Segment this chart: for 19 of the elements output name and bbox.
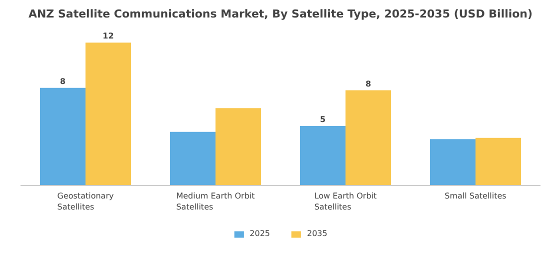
bar	[476, 138, 521, 186]
data-label: 12	[102, 32, 114, 41]
x-tick-label: Low Earth Orbit Satellites	[314, 192, 377, 212]
bar	[170, 132, 216, 186]
legend-label: 2035	[307, 229, 328, 238]
data-label: 8	[60, 76, 66, 86]
bar	[216, 108, 261, 186]
legend-label: 2025	[250, 229, 270, 238]
x-tick-label: Geostationary Satellites	[57, 192, 114, 212]
x-tick-label: Small Satellites	[444, 192, 506, 200]
bar	[346, 90, 391, 186]
x-tick-label: Medium Earth Orbit Satellites	[176, 192, 255, 212]
bar	[86, 42, 131, 186]
data-label: 8	[365, 79, 372, 88]
chart-title: ANZ Satellite Communications Market, By Satellite Type, 2025-2035 (USD Billion)	[28, 8, 533, 20]
bar	[300, 126, 346, 186]
bar	[40, 88, 86, 186]
bar	[430, 139, 476, 186]
data-label: 5	[320, 114, 326, 124]
